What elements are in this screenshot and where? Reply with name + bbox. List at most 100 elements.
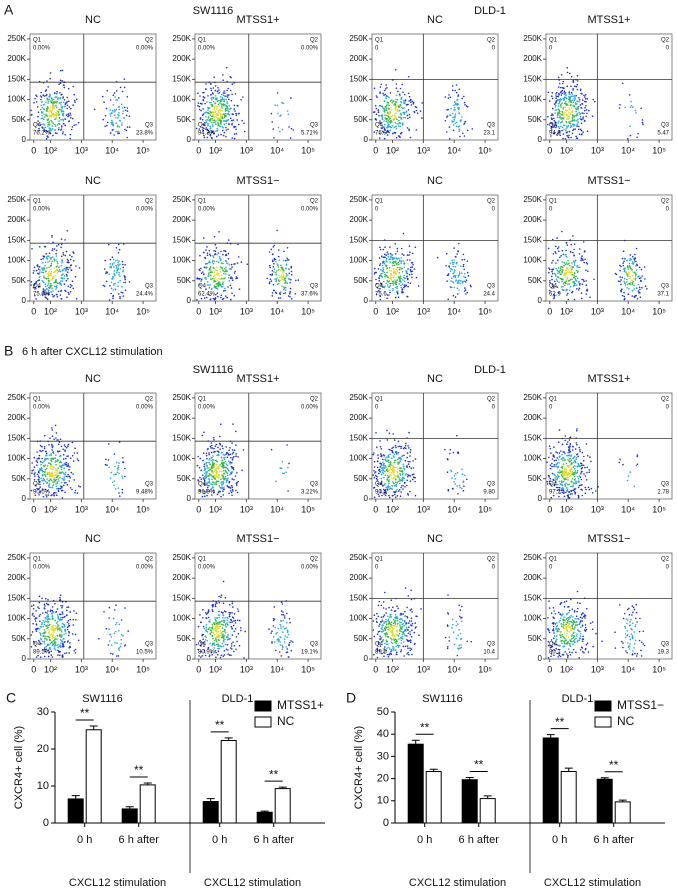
event-dot — [269, 267, 271, 269]
event-dot — [230, 285, 232, 287]
event-dot — [402, 488, 404, 490]
event-dot — [378, 473, 380, 475]
event-dot — [453, 247, 455, 249]
event-dot — [55, 461, 57, 463]
population-cloud — [94, 78, 131, 138]
event-dot — [238, 113, 240, 115]
event-dot — [566, 469, 568, 471]
event-dot — [39, 269, 41, 271]
event-dot — [116, 272, 118, 274]
event-dot — [114, 96, 116, 98]
x-tick-label: 0 — [31, 306, 36, 316]
event-dot — [394, 261, 396, 263]
event-dot — [410, 137, 412, 139]
quadrant-name: Q1 — [33, 199, 42, 205]
event-dot — [56, 116, 58, 118]
x-tick-label: 10² — [386, 504, 399, 514]
event-dot — [395, 122, 397, 124]
event-dot — [47, 99, 49, 101]
event-dot — [454, 271, 456, 273]
event-dot — [225, 99, 227, 101]
event-dot — [387, 479, 389, 481]
event-dot — [210, 447, 212, 449]
event-dot — [570, 463, 572, 465]
x-tick-label: 10² — [44, 145, 57, 155]
event-dot — [562, 474, 564, 476]
event-dot — [290, 288, 292, 290]
event-dot — [467, 130, 469, 132]
event-dot — [569, 265, 571, 267]
event-dot — [53, 467, 55, 469]
event-dot — [635, 295, 637, 297]
event-dot — [381, 465, 383, 467]
event-dot — [453, 452, 455, 454]
event-dot — [122, 271, 124, 273]
event-dot — [629, 263, 631, 265]
event-dot — [212, 111, 214, 113]
event-dot — [243, 449, 245, 451]
event-dot — [568, 467, 570, 469]
event-dot — [397, 267, 399, 269]
event-dot — [567, 441, 569, 443]
event-dot — [455, 473, 457, 475]
event-dot — [401, 248, 403, 250]
event-dot — [70, 291, 72, 293]
event-dot — [206, 484, 208, 486]
event-dot — [554, 475, 556, 477]
event-dot — [286, 444, 288, 446]
event-dot — [35, 298, 37, 300]
event-dot — [454, 117, 456, 119]
event-dot — [235, 444, 237, 446]
event-dot — [224, 473, 226, 475]
event-dot — [117, 99, 119, 101]
event-dot — [66, 114, 68, 116]
event-dot — [247, 263, 249, 265]
event-dot — [62, 131, 64, 133]
event-dot — [461, 469, 463, 471]
event-dot — [631, 280, 633, 282]
event-dot — [450, 449, 452, 451]
event-dot — [395, 253, 397, 255]
y-tick-label: 250K — [7, 195, 26, 204]
event-dot — [278, 275, 280, 277]
event-dot — [398, 452, 400, 454]
event-dot — [562, 466, 564, 468]
event-dot — [577, 453, 579, 455]
event-dot — [280, 264, 282, 266]
event-dot — [376, 447, 378, 449]
event-dot — [105, 464, 107, 466]
x-tick-label: 10² — [44, 306, 57, 316]
event-dot — [401, 446, 403, 448]
event-dot — [119, 296, 121, 298]
event-dot — [567, 264, 569, 266]
event-dot — [618, 280, 620, 282]
event-dot — [399, 125, 401, 127]
event-dot — [70, 114, 72, 116]
event-dot — [555, 262, 557, 264]
event-dot — [457, 472, 459, 474]
event-dot — [69, 476, 71, 478]
event-dot — [452, 90, 454, 92]
event-dot — [118, 473, 120, 475]
event-dot — [222, 448, 224, 450]
event-dot — [421, 117, 423, 119]
event-dot — [586, 479, 588, 481]
event-dot — [54, 129, 56, 131]
event-dot — [274, 268, 276, 270]
event-dot — [73, 124, 75, 126]
event-dot — [117, 259, 119, 261]
event-dot — [406, 457, 408, 459]
y-tick-label: 200K — [172, 215, 191, 224]
event-dot — [288, 278, 290, 280]
event-dot — [392, 133, 394, 135]
event-dot — [232, 83, 234, 85]
event-dot — [61, 478, 63, 480]
event-dot — [375, 272, 377, 274]
event-dot — [551, 95, 553, 97]
event-dot — [57, 110, 59, 112]
event-dot — [231, 100, 233, 102]
event-dot — [208, 108, 210, 110]
event-dot — [125, 282, 127, 284]
event-dot — [451, 277, 453, 279]
event-dot — [43, 275, 45, 277]
